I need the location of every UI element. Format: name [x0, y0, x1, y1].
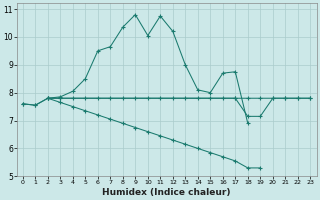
X-axis label: Humidex (Indice chaleur): Humidex (Indice chaleur) [102, 188, 231, 197]
